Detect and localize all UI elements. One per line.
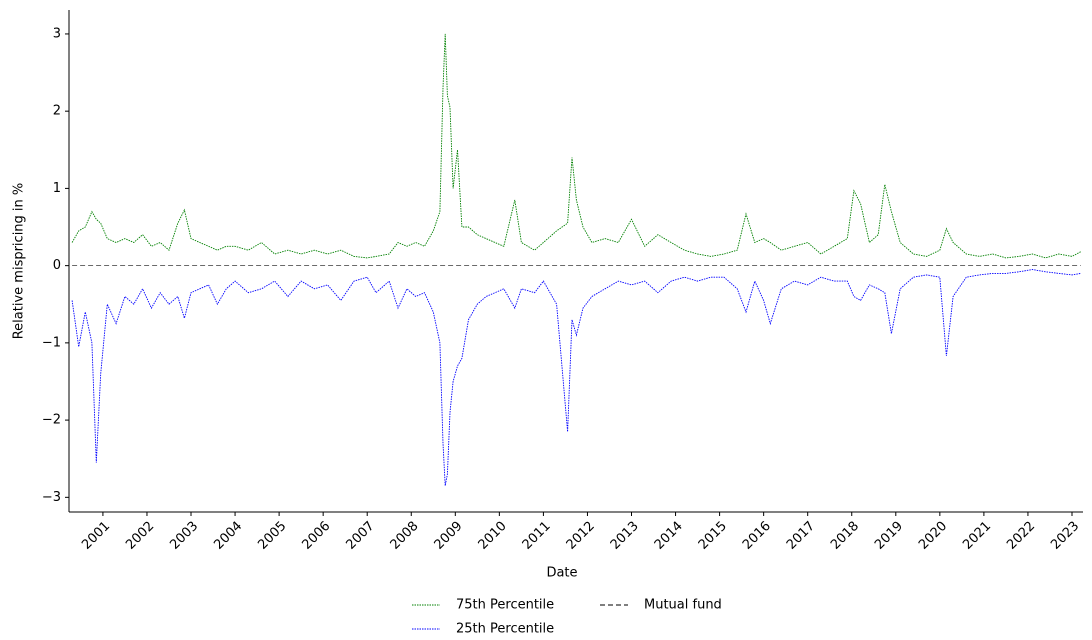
series-line: [71, 33, 1082, 259]
x-tick-label: 2011: [520, 519, 554, 553]
x-tick-label: 2009: [432, 519, 466, 553]
legend-label: 75th Percentile: [456, 598, 554, 613]
x-tick-label: 2019: [872, 519, 906, 553]
x-tick-label: 2022: [1004, 519, 1038, 553]
x-tick-label: 2021: [960, 519, 994, 553]
x-tick-label: 2001: [79, 519, 113, 553]
x-tick-label: 2017: [784, 519, 818, 553]
x-tick-label: 2023: [1048, 519, 1082, 553]
x-tick-label: 2015: [696, 519, 730, 553]
x-tick-label: 2018: [828, 519, 862, 553]
legend-label: Mutual fund: [644, 598, 722, 613]
x-tick-label: 2010: [476, 519, 510, 553]
x-axis-label: Date: [546, 566, 577, 581]
x-tick-label: 2008: [388, 519, 422, 553]
y-tick-label: 2: [53, 104, 61, 119]
x-tick-label: 2016: [740, 519, 774, 553]
x-tick-label: 2005: [255, 519, 289, 553]
x-tick-label: 2006: [299, 519, 333, 553]
y-tick-label: 1: [53, 181, 61, 196]
x-tick-label: 2013: [608, 519, 642, 553]
y-tick-label: 0: [53, 258, 61, 273]
x-tick-label: 2014: [652, 519, 686, 553]
legend-label: 25th Percentile: [456, 622, 554, 637]
y-tick-label: −1: [42, 335, 61, 350]
y-tick-label: −2: [42, 413, 61, 428]
x-tick-label: 2012: [564, 519, 598, 553]
x-tick-label: 2004: [211, 519, 245, 553]
y-tick-label: 3: [53, 26, 61, 41]
x-tick-label: 2007: [344, 519, 378, 553]
x-tick-label: 2020: [916, 519, 950, 553]
series-line: [71, 269, 1081, 486]
y-tick-label: −3: [42, 490, 61, 505]
x-tick-label: 2002: [123, 519, 157, 553]
x-tick-label: 2003: [167, 519, 201, 553]
y-axis-label: Relative mispricing in %: [12, 183, 27, 340]
